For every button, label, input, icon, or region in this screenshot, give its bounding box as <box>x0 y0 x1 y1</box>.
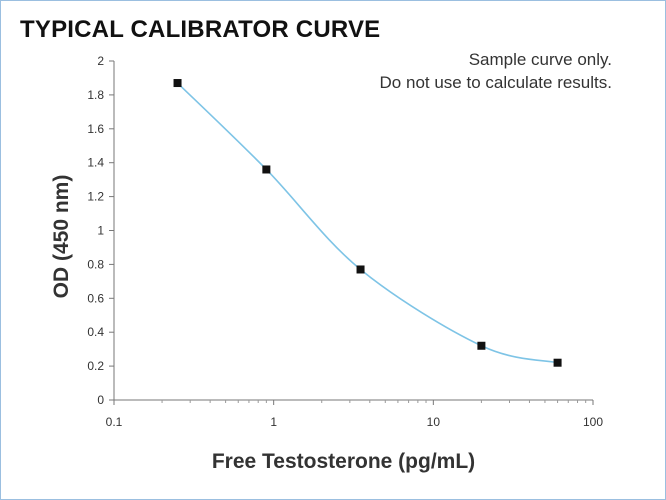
x-ticks-group: 0.1 1 10 100 <box>106 400 603 429</box>
y-tick-label: 0.4 <box>87 325 104 339</box>
y-tick-label: 1.2 <box>87 190 104 204</box>
y-tick-label: 0.2 <box>87 359 104 373</box>
data-point-marker <box>553 358 562 367</box>
data-points-group <box>173 79 562 367</box>
x-axis-label: Free Testosterone (pg/mL) <box>212 450 475 473</box>
y-tick-label: 0.8 <box>87 257 104 271</box>
y-tick-label: 0.6 <box>87 291 104 305</box>
y-tick-label: 1.4 <box>87 156 104 170</box>
x-tick-label: 10 <box>427 415 441 429</box>
x-tick-label: 0.1 <box>106 415 123 429</box>
sample-note-line-2: Do not use to calculate results. <box>379 73 612 92</box>
chart-title: TYPICAL CALIBRATOR CURVE <box>20 16 381 43</box>
y-tick-label: 0 <box>97 393 104 407</box>
y-tick-label: 1 <box>97 224 104 238</box>
data-point-marker <box>356 265 365 274</box>
axes-group <box>113 61 593 401</box>
data-point-marker <box>262 165 271 174</box>
y-tick-label: 1.6 <box>87 122 104 136</box>
data-point-marker <box>477 341 486 350</box>
x-tick-label: 1 <box>270 415 277 429</box>
sample-note-line-1: Sample curve only. <box>468 50 612 69</box>
data-point-marker <box>173 79 182 88</box>
y-tick-label: 2 <box>97 54 104 68</box>
x-tick-label: 100 <box>583 415 603 429</box>
calibrator-curve-line <box>176 82 558 364</box>
y-tick-label: 1.8 <box>87 88 104 102</box>
y-ticks-group: 0 0.2 0.4 0.6 0.8 1 1.2 1.4 1.6 1.8 2 <box>87 54 114 407</box>
y-axis-label: OD (450 nm) <box>50 175 73 299</box>
